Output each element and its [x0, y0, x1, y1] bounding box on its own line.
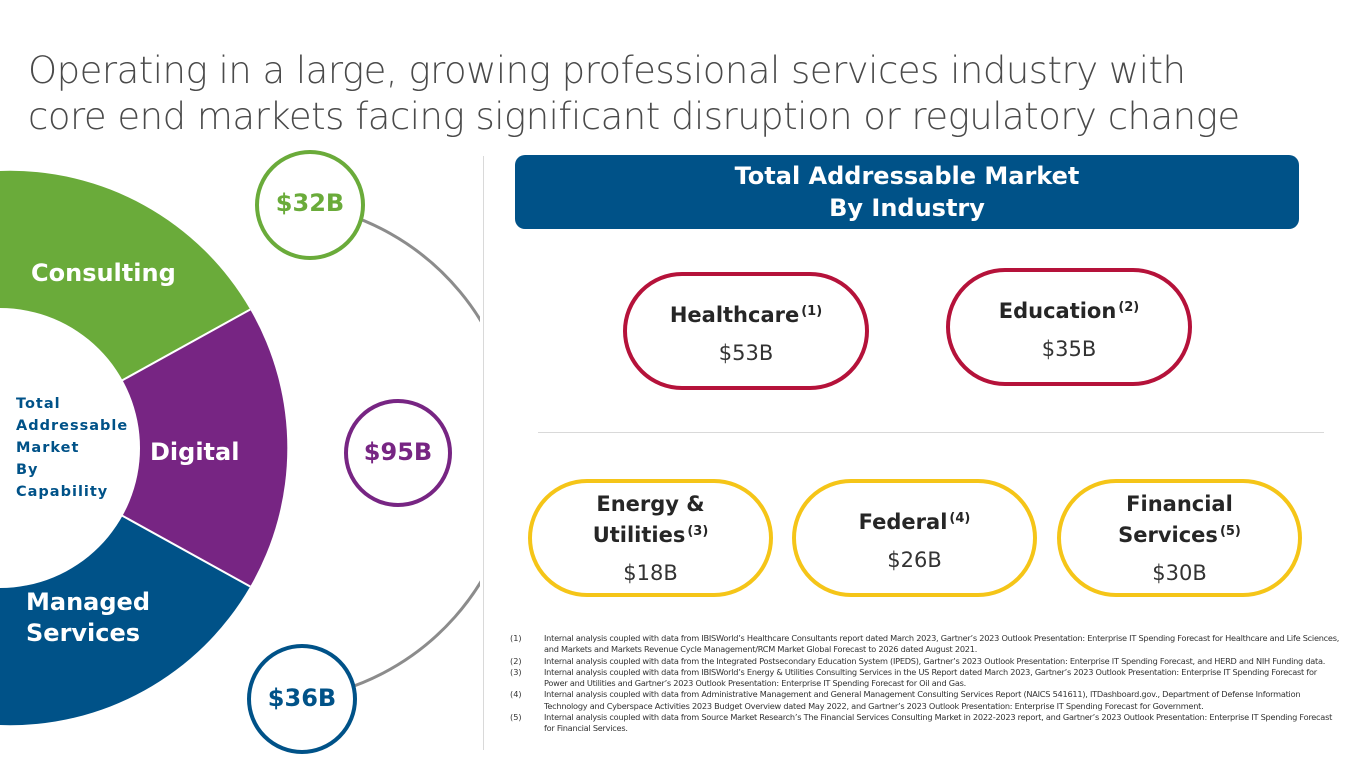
footnote: (1) Internal analysis coupled with data f…: [510, 633, 1340, 655]
bubble-value-managed-services: $36B: [267, 684, 337, 712]
segment-label-digital: Digital: [150, 438, 240, 466]
industry-name: Energy & Utilities (3): [592, 492, 709, 547]
bubble-consulting: [255, 150, 365, 260]
title-line-1: Operating in a large, growing profession…: [28, 49, 1186, 92]
title-line-2: core end markets facing significant disr…: [28, 95, 1240, 138]
segment-digital: [0, 309, 288, 587]
industry-value: $35B: [1041, 336, 1097, 361]
center-label: Total Addressable Market By Capability: [16, 396, 129, 500]
industry-name: Financial Services (5): [1118, 492, 1241, 547]
industry-card-healthcare: Healthcare (1) $53B: [623, 272, 869, 390]
industry-name: Healthcare (1): [669, 302, 823, 327]
capability-diagram: [0, 150, 480, 754]
industry-card-financial-services: Financial Services (5) $30B: [1057, 479, 1302, 597]
footnote: (4) Internal analysis coupled with data f…: [510, 689, 1301, 711]
page-title: Operating in a large, growing profession…: [28, 48, 1348, 140]
industry-card-energy-utilities: Energy & Utilities (3) $18B: [528, 479, 773, 597]
footnote: (2) Internal analysis coupled with data f…: [510, 655, 1326, 666]
bubble-connector-arc: [301, 203, 480, 701]
industry-card-education: Education (2) $35B: [946, 268, 1192, 386]
center-circle: [0, 308, 140, 588]
bubble-value-digital: $95B: [363, 438, 433, 466]
industry-card-federal: Federal (4) $26B: [792, 479, 1037, 597]
industry-name: Federal (4): [858, 509, 971, 534]
bubble-managed-services: [247, 644, 357, 754]
footnote: (5) Internal analysis coupled with data f…: [510, 712, 1333, 734]
bubble-digital: [344, 399, 452, 507]
horizontal-divider: [538, 432, 1324, 433]
segment-label-managed-services: Managed Services: [26, 588, 150, 647]
segment-label-consulting: Consulting: [31, 259, 176, 287]
industry-value: $26B: [887, 547, 942, 572]
footnotes: (1) Internal analysis coupled with data f…: [510, 633, 1340, 735]
bubble-value-consulting: $32B: [275, 189, 345, 217]
tam-by-industry-header: Total Addressable Market By Industry: [515, 155, 1299, 229]
footnote: (3) Internal analysis coupled with data f…: [510, 666, 1317, 689]
industry-value: $53B: [718, 340, 774, 365]
industry-name: Education (2): [998, 298, 1140, 323]
industry-value: $30B: [1152, 561, 1207, 585]
industry-value: $18B: [623, 561, 678, 585]
vertical-divider: [483, 156, 484, 750]
